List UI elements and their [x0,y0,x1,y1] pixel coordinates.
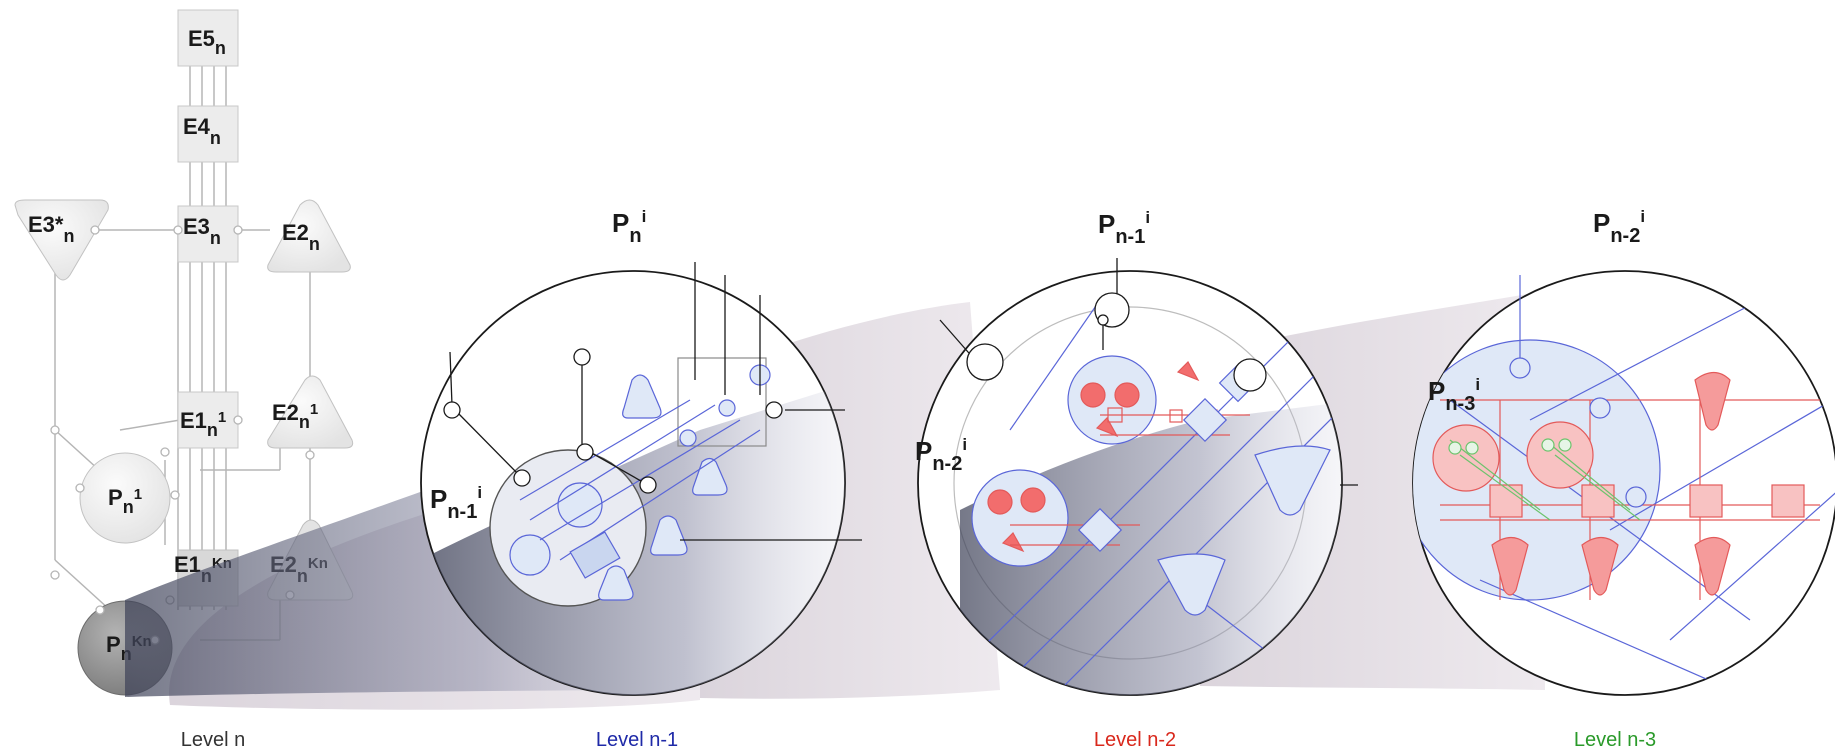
svg-text:E1n1: E1n1 [180,408,226,440]
inner-label-3: P [1428,376,1445,406]
zoom-circle-1 [420,262,862,696]
level-n-2-caption: Level n-2 [1094,729,1176,751]
e4-label: E4 [183,114,211,139]
p-1-label: P [108,485,123,510]
zoom-title-1: P [612,208,629,238]
e3-label: E3 [183,214,210,239]
svg-text:Pn-3i: Pn-3i [1428,375,1480,415]
inner-label-1: P [430,484,447,514]
level-n-1-caption: Level n-1 [596,729,678,751]
e5-label: E5 [188,26,215,51]
e3star-node: E3*n [14,199,109,281]
level-n-3-caption: Level n-3 [1574,729,1656,751]
zoom-circle-2 [917,258,1358,696]
e1-1-label: E1 [180,408,207,433]
p-kn-label: P [106,632,121,657]
svg-text:E2n1: E2n1 [272,400,318,432]
svg-text:Pn-2i: Pn-2i [915,435,967,475]
e2-node: E2n [267,199,351,273]
e3-node: E3n [177,205,239,263]
e2-label: E2 [282,220,309,245]
level-n-caption: Level n [181,729,246,751]
svg-text:Pn-2i: Pn-2i [1593,207,1645,247]
inner-label-2: P [915,436,932,466]
svg-text:E3n: E3n [183,214,221,248]
e4-node: E4n [177,105,239,163]
svg-text:E5n: E5n [188,26,226,58]
zoom-title-2: P [1098,209,1115,239]
e3star-label: E3* [28,212,64,237]
svg-text:Pn-1i: Pn-1i [430,483,482,523]
zoom-title-3: P [1593,208,1610,238]
e1-1-node: E1n1 [177,391,239,449]
svg-text:Pn-1i: Pn-1i [1098,208,1150,248]
svg-text:Pn1: Pn1 [108,485,142,517]
svg-text:Pni: Pni [612,207,646,247]
svg-text:E2n: E2n [282,220,320,254]
zoom-circle-3 [1412,270,1835,696]
e5-node: E5n [177,9,239,67]
svg-text:E3*n: E3*n [28,212,74,246]
e2-1-node: E2n1 [267,375,354,449]
p-1-node: Pn1 [79,452,171,544]
e2-1-label: E2 [272,400,299,425]
svg-text:E4n: E4n [183,114,221,148]
